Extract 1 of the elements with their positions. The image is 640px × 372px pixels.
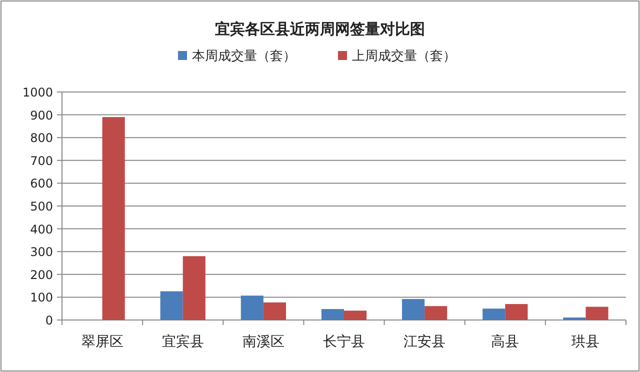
title: 宜宾各区县近两周网签量对比图 bbox=[215, 20, 425, 38]
